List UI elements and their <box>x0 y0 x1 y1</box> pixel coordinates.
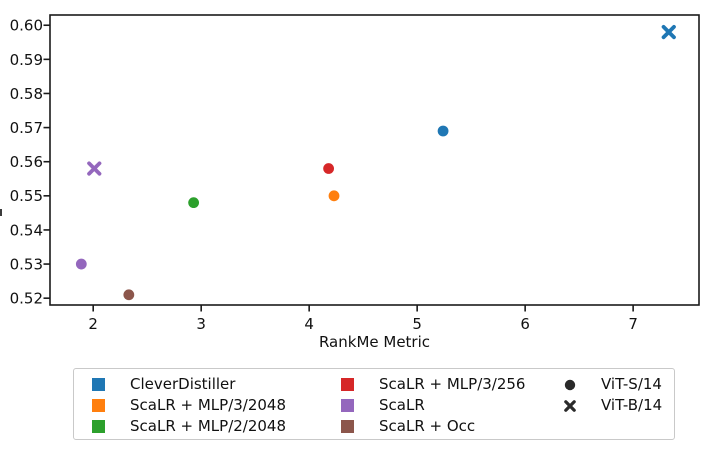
y-tick-label: 0.59 <box>10 51 43 69</box>
legend-column: CleverDistiller ScaLR + MLP/3/2048 ScaLR +… <box>92 374 286 437</box>
x-axis-label: RankMe Metric <box>318 333 431 351</box>
x-tick-label: 7 <box>628 315 638 333</box>
legend-square-swatch <box>92 378 105 391</box>
legend-item: CleverDistiller <box>92 374 286 395</box>
plot-frame <box>49 14 700 306</box>
legend-item: ScaLR <box>341 395 525 416</box>
x-tick-label: 5 <box>412 315 422 333</box>
plot-area: 2 3 4 5 6 7 0.52 0.53 0.54 0.55 0.56 0.57 0.58 0.59 0.… <box>10 14 700 333</box>
legend-square-swatch <box>92 399 105 412</box>
legend-label: ScaLR + MLP/3/2048 <box>130 396 287 414</box>
legend-column: ScaLR + MLP/3/256 ScaLR ScaLR + Occ <box>341 374 525 437</box>
x-tick-label: 3 <box>196 315 206 333</box>
data-point-circle <box>188 197 200 209</box>
y-tick-label: 0.57 <box>10 119 43 137</box>
y-tick-label: 0.54 <box>10 221 43 239</box>
legend-item: ScaLR + MLP/3/256 <box>341 374 525 395</box>
y-tick-label: 0.55 <box>10 187 43 205</box>
legend-item: ViT-S/14 <box>563 374 662 395</box>
data-point-circle <box>123 289 135 301</box>
legend-x-marker-icon <box>564 399 576 412</box>
legend-circle-marker-icon <box>564 379 576 390</box>
y-tick-label: 0.52 <box>10 290 43 308</box>
legend-item: ScaLR + Occ <box>341 416 525 437</box>
legend-item: ScaLR + MLP/3/2048 <box>92 395 286 416</box>
y-tick-label: 0.60 <box>10 17 43 35</box>
legend-square-swatch <box>341 420 354 433</box>
y-tick-label: 0.58 <box>10 85 43 103</box>
data-point-circle <box>323 163 335 174</box>
legend-label: ViT-B/14 <box>601 396 663 414</box>
y-tick-label: 0.56 <box>10 153 43 171</box>
data-point-circle <box>328 190 340 202</box>
legend-item: ViT-B/14 <box>563 395 662 416</box>
x-tick-label: 4 <box>304 315 314 333</box>
legend-square-swatch <box>341 399 354 412</box>
y-axis-label-clipped-fragment <box>0 209 2 216</box>
legend-item: ScaLR + MLP/2/2048 <box>92 416 286 437</box>
y-tick-label: 0.53 <box>10 255 43 273</box>
legend-label: ViT-S/14 <box>601 375 662 393</box>
x-tick-label: 2 <box>88 315 98 333</box>
legend-label: CleverDistiller <box>130 375 236 393</box>
legend-label: ScaLR + MLP/3/256 <box>379 375 526 393</box>
data-point-x <box>87 161 102 176</box>
legend-square-swatch <box>341 378 354 391</box>
legend-column: ViT-S/14 ViT-B/14 <box>563 374 662 416</box>
legend-label: ScaLR + Occ <box>379 417 476 435</box>
data-point-circle <box>437 125 449 137</box>
data-point-circle <box>75 258 87 270</box>
legend-label: ScaLR + MLP/2/2048 <box>130 417 287 435</box>
x-tick-label: 6 <box>520 315 530 333</box>
data-point-x <box>661 24 676 40</box>
legend-square-swatch <box>92 420 105 433</box>
legend-label: ScaLR <box>379 396 425 414</box>
legend-box: CleverDistiller ScaLR + MLP/3/2048 ScaLR +… <box>73 368 675 440</box>
